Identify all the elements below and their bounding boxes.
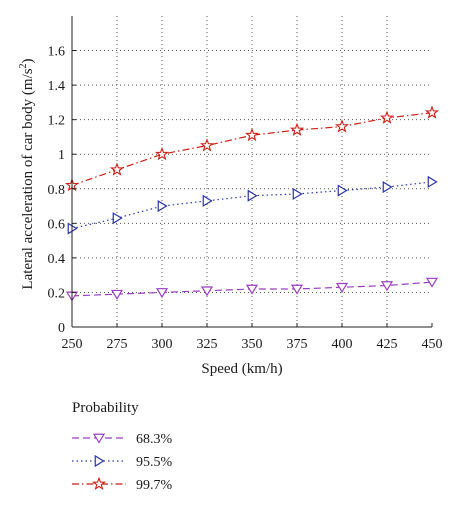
data-point <box>244 127 260 142</box>
legend-entry: 95.5% <box>72 454 173 470</box>
data-point <box>425 277 439 288</box>
data-point <box>200 286 214 297</box>
data-point <box>112 212 123 225</box>
legend-entry: 68.3% <box>72 432 173 447</box>
y-tick-label: 1.4 <box>48 79 66 94</box>
data-point <box>245 284 259 295</box>
data-point <box>335 282 349 293</box>
ticks-layer: 250 275 300 325 350 375 400 425 450 0 0.2 0.4 0.6 0.8… <box>48 45 443 352</box>
x-tick-label: 375 <box>287 337 308 352</box>
data-point <box>289 122 305 137</box>
x-tick-label: 300 <box>152 337 173 352</box>
data-point <box>247 189 258 202</box>
x-tick-label: 325 <box>197 337 218 352</box>
legend-marker <box>92 433 106 444</box>
legend-label: 68.3% <box>136 432 173 447</box>
y-axis-label-superscript: 2 <box>18 63 29 68</box>
data-point <box>154 146 170 161</box>
series-3 <box>64 105 440 192</box>
x-tick-label: 425 <box>377 337 398 352</box>
x-tick-label: 350 <box>242 337 263 352</box>
data-point <box>290 284 304 295</box>
grid-layer <box>72 16 432 327</box>
y-axis-label-main: Lateral acceleration of car body (m/s <box>20 68 36 289</box>
series-2 <box>67 175 438 235</box>
y-tick-label: 0.2 <box>48 286 66 301</box>
x-tick-label: 400 <box>332 337 353 352</box>
data-point <box>109 162 125 176</box>
series-1 <box>65 277 439 302</box>
y-tick-label: 1 <box>58 148 65 163</box>
y-tick-label: 0.8 <box>48 183 66 198</box>
legend-marker <box>91 476 107 490</box>
legend-entry: 99.7% <box>72 476 173 493</box>
legend-label: 95.5% <box>136 455 173 470</box>
y-tick-label: 0 <box>58 321 65 336</box>
legend-title: Probability <box>72 400 139 416</box>
data-point <box>424 105 440 119</box>
data-point <box>427 175 438 188</box>
data-point <box>382 180 393 194</box>
y-tick-label: 1.2 <box>48 114 66 129</box>
legend-label: 99.7% <box>136 478 173 493</box>
legend: Probability 68.3% 95.5% 99.7% <box>72 400 173 493</box>
legend-marker <box>94 454 105 468</box>
data-point <box>157 199 168 213</box>
y-axis-label: Lateral acceleration of car body (m/s2) <box>18 58 36 289</box>
data-point <box>155 288 169 299</box>
x-tick-label: 450 <box>422 337 443 352</box>
y-axis-label-close: ) <box>20 58 36 63</box>
data-point <box>334 119 350 133</box>
y-tick-label: 0.6 <box>48 217 66 232</box>
series-line <box>71 112 433 186</box>
data-point <box>202 194 213 207</box>
x-tick-label: 275 <box>107 337 128 352</box>
x-tick-label: 250 <box>62 337 83 352</box>
data-point <box>110 289 124 300</box>
data-point <box>292 187 303 201</box>
y-tick-label: 1.6 <box>48 45 66 60</box>
data-point <box>199 138 215 152</box>
series-layer <box>64 105 440 302</box>
data-point <box>337 184 348 197</box>
data-point <box>380 281 394 292</box>
x-axis-label: Speed (km/h) <box>201 361 282 377</box>
y-tick-label: 0.4 <box>48 252 66 267</box>
data-point <box>379 110 395 124</box>
